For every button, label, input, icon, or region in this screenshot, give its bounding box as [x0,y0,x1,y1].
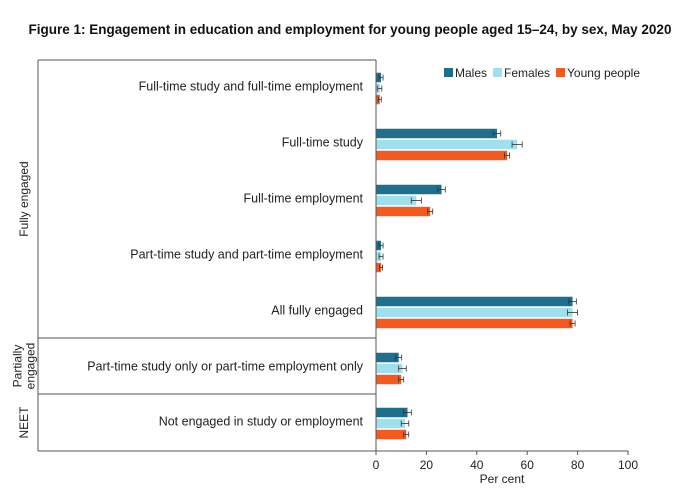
bar-males [376,240,382,251]
bar-females [376,195,417,206]
bar-males [376,407,408,418]
bar-young-people [376,262,382,273]
group-label: Fully engaged [17,161,31,236]
bar-males [376,128,497,139]
error-bar [378,74,384,81]
error-bar [492,130,502,137]
x-axis: 0 20 40 60 80 100 Per cent [373,60,638,486]
error-bar [410,197,422,204]
error-bar [427,208,434,215]
bar-young-people [376,429,407,440]
group-label: NEET [17,406,31,439]
legend-label: Females [504,66,550,80]
x-tick-label: 80 [571,458,585,472]
bar-females [376,307,573,318]
bars [376,72,578,440]
bar-males [376,72,382,83]
error-bar [378,242,384,249]
error-bar [567,309,578,316]
error-bar [437,186,446,193]
bar-males [376,296,573,307]
category-labels: Full-time study and full-time employment… [87,80,364,429]
error-bar [568,298,577,305]
error-bar [569,320,576,327]
x-tick-label: 20 [420,458,434,472]
bar-young-people [376,374,402,385]
error-bar [377,96,382,103]
legend-label: Males [455,66,487,80]
error-bar [378,253,384,260]
x-tick-label: 40 [470,458,484,472]
x-axis-label: Per cent [480,472,525,486]
group-frame [37,59,376,452]
category-label: Full-time study [282,136,364,150]
bar-females [376,251,382,262]
category-label: Not engaged in study or employment [159,415,364,429]
bar-females [376,363,403,374]
error-bar [379,264,383,271]
error-bar [377,85,383,92]
category-label: Full-time study and full-time employment [139,80,364,94]
group-labels: Fully engaged Partiallyengaged NEET [11,161,38,438]
legend-swatch-males [444,68,453,77]
x-tick-label: 100 [618,458,638,472]
error-bar [504,152,510,159]
category-label: Part-time study only or part-time employ… [87,360,364,374]
legend-label: Young people [567,66,640,80]
x-tick-label: 60 [521,458,535,472]
bar-females [376,418,405,429]
category-label: Part-time study and part-time employment [130,248,363,262]
error-bar [400,420,410,427]
error-bar [398,365,407,372]
legend: Males Females Young people [444,66,640,80]
bar-young-people [376,206,431,217]
legend-swatch-females [493,68,503,77]
bar-young-people [376,150,508,161]
bar-males [376,184,442,195]
group-label: Partiallyengaged [11,343,38,390]
error-bar [511,141,523,148]
x-tick-label: 0 [373,458,380,472]
bar-females [376,139,518,150]
error-bar [395,354,403,361]
legend-swatch-young-people [556,68,566,77]
error-bar [403,431,410,438]
bar-young-people [376,318,573,329]
error-bar [398,376,405,383]
category-label: All fully engaged [271,304,363,318]
chart-title: Figure 1: Engagement in education and em… [28,22,672,37]
category-label: Full-time employment [244,192,364,206]
error-bar [403,409,412,416]
bar-males [376,352,399,363]
